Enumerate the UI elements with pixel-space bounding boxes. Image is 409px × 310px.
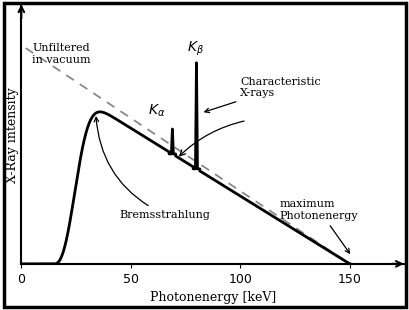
- X-axis label: Photonenergy [keV]: Photonenergy [keV]: [149, 291, 275, 304]
- Text: Unfiltered
in vacuum: Unfiltered in vacuum: [32, 43, 91, 65]
- Y-axis label: X-Ray intensity: X-Ray intensity: [6, 87, 18, 183]
- Text: $K_\alpha$: $K_\alpha$: [148, 103, 165, 119]
- Text: maximum
Photonenergy: maximum Photonenergy: [279, 199, 357, 253]
- Text: Characteristic
X-rays: Characteristic X-rays: [204, 77, 320, 113]
- Text: $K_\beta$: $K_\beta$: [187, 40, 203, 58]
- Text: Bremsstrahlung: Bremsstrahlung: [94, 117, 210, 220]
